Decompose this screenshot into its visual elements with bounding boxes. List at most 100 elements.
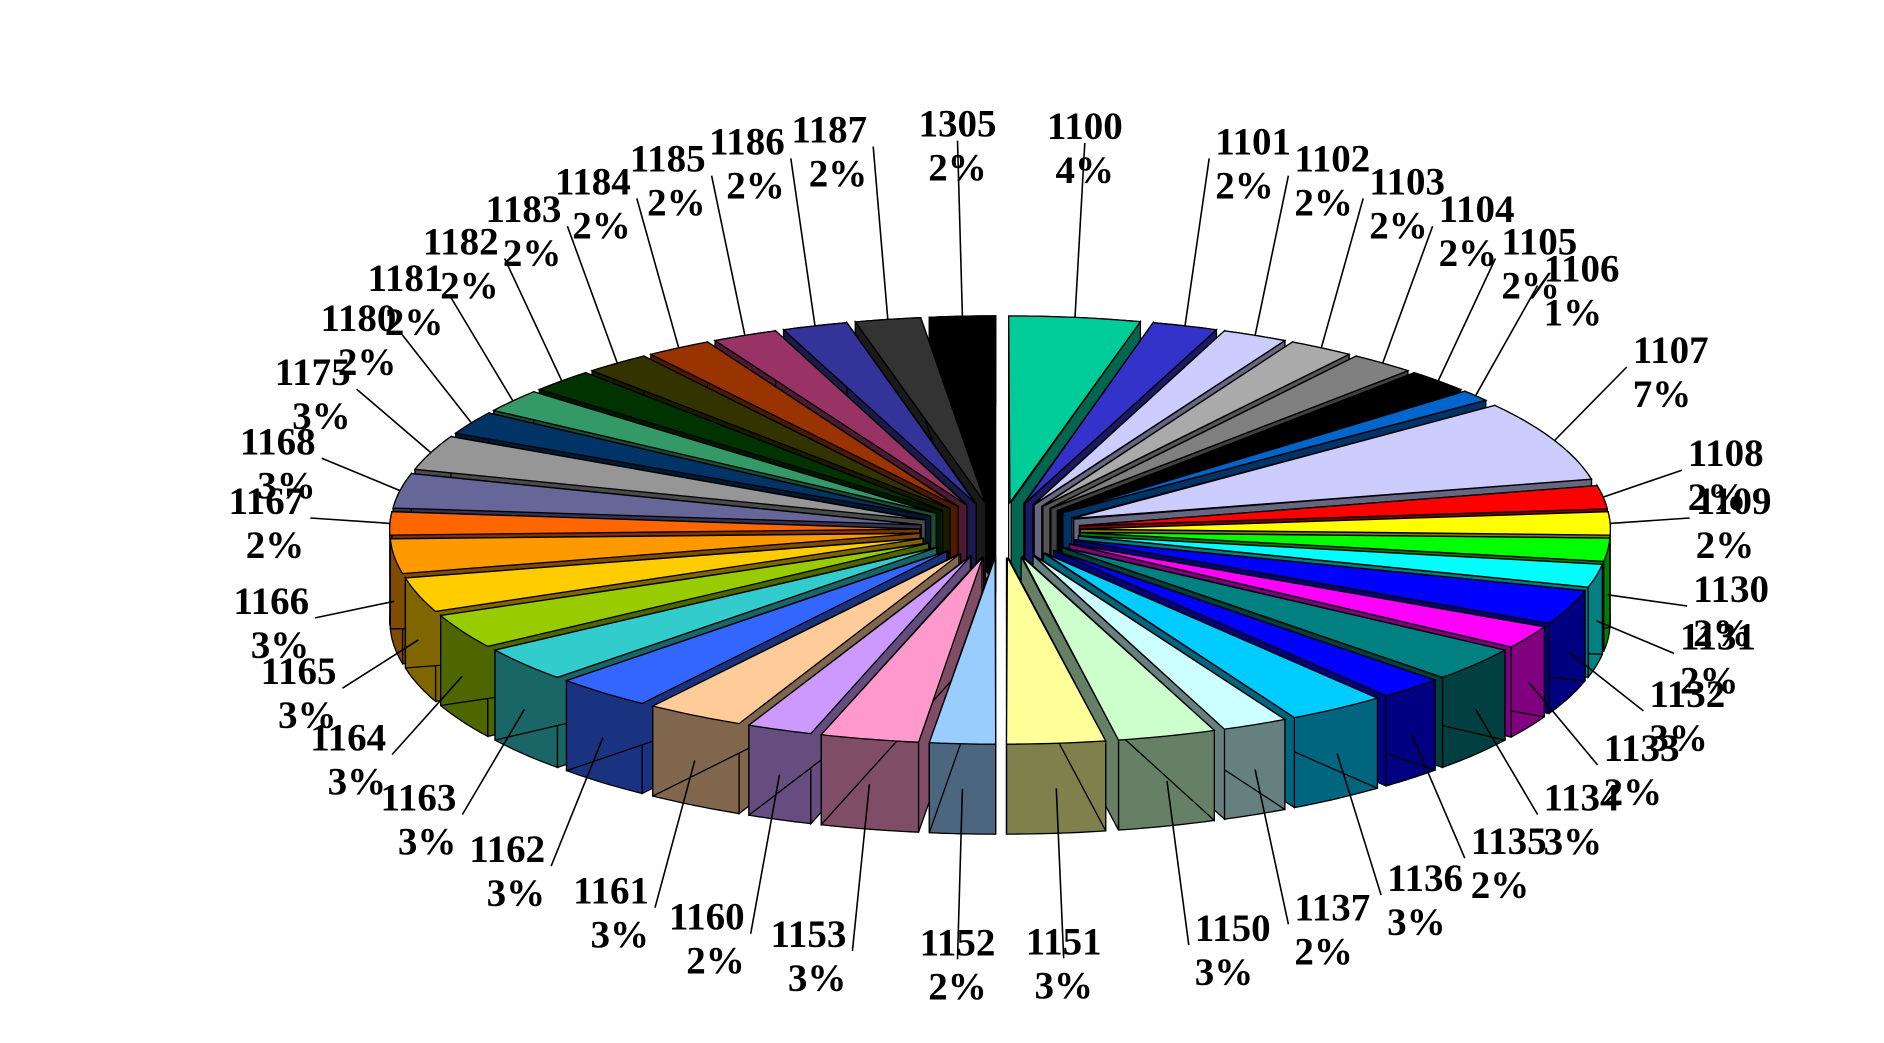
slice-label-1133: 1133 — [1604, 727, 1680, 770]
leader-1175 — [356, 388, 432, 454]
slice-pct-1167: 2% — [246, 524, 305, 567]
slice-label-1109: 1109 — [1696, 480, 1772, 523]
slice-1132 — [1074, 539, 1587, 625]
leader-1183 — [566, 225, 619, 364]
slice-label-1180: 1180 — [321, 297, 397, 340]
leader-1168 — [321, 457, 401, 492]
slice-label-1105: 1105 — [1501, 221, 1577, 264]
leader-1131 — [1595, 620, 1675, 655]
slice-pct-1182: 2% — [440, 265, 499, 308]
slice-label-1166: 1166 — [233, 580, 309, 623]
slice-pct-1104: 2% — [1439, 232, 1498, 275]
slice-1151 — [1005, 557, 1107, 745]
leader-1152 — [956, 788, 964, 960]
leader-1160 — [749, 774, 781, 934]
slice-pct-1165: 3% — [278, 694, 337, 737]
slice-1152 — [928, 557, 997, 745]
slice-pct-1135: 2% — [1471, 864, 1530, 907]
slice-label-1104: 1104 — [1439, 188, 1515, 231]
slice-label-1108: 1108 — [1688, 432, 1764, 475]
slice-pct-1130: 2% — [1693, 612, 1752, 655]
leader-1151 — [1055, 788, 1065, 959]
leader-1162 — [550, 737, 604, 867]
slice-label-1181: 1181 — [368, 257, 444, 300]
leader-1108 — [1602, 469, 1683, 498]
slice-1134 — [1062, 546, 1507, 679]
slice-pct-1151: 3% — [1034, 964, 1093, 1007]
slice-1150 — [1021, 556, 1216, 741]
slice-label-1102: 1102 — [1294, 138, 1370, 181]
slice-pct-1137: 2% — [1294, 930, 1353, 973]
slice-label-1167: 1167 — [228, 480, 304, 523]
leader-1182 — [503, 258, 563, 382]
slice-label-1150: 1150 — [1195, 907, 1271, 950]
leader-1305 — [956, 140, 964, 317]
leader-1133 — [1527, 681, 1599, 766]
leader-1136 — [1336, 753, 1382, 896]
leader-1150 — [1166, 780, 1190, 946]
slice-pct-1183: 2% — [503, 232, 562, 275]
slice-pct-1131: 2% — [1680, 659, 1739, 702]
slice-label-1137: 1137 — [1294, 886, 1370, 929]
leader-1135 — [1410, 732, 1466, 859]
leader-1181 — [448, 294, 514, 402]
slice-label-1132: 1132 — [1649, 673, 1725, 716]
slice-label-1152: 1152 — [920, 921, 996, 964]
leader-1184 — [636, 198, 680, 349]
slice-pct-1161: 3% — [591, 914, 650, 957]
slice-pct-1106: 1% — [1544, 292, 1603, 335]
leader-1166 — [315, 600, 395, 619]
leader-1130 — [1607, 594, 1688, 607]
slice-pct-1152: 2% — [928, 965, 987, 1008]
leader-1180 — [401, 334, 473, 424]
leader-1153 — [851, 784, 871, 952]
slice-label-1305: 1305 — [919, 103, 997, 146]
leader-1102 — [1254, 175, 1290, 336]
leader-1185 — [710, 175, 746, 336]
slice-1133 — [1069, 543, 1547, 648]
slice-label-1164: 1164 — [310, 717, 386, 760]
slice-1160 — [747, 555, 972, 735]
slice-label-1107: 1107 — [1633, 329, 1709, 372]
slice-pct-1164: 3% — [328, 761, 387, 804]
slice-1166 — [389, 532, 921, 575]
slice-label-1187: 1187 — [791, 109, 867, 152]
slice-pct-1160: 2% — [686, 940, 745, 983]
slice-pct-1162: 3% — [487, 872, 546, 915]
slice-label-1185: 1185 — [630, 138, 706, 181]
slice-pct-1108: 2% — [1688, 476, 1747, 519]
slice-pct-1153: 3% — [788, 957, 847, 1000]
leader-1101 — [1184, 158, 1210, 327]
slice-pct-1184: 2% — [572, 204, 631, 247]
slice-1161 — [650, 553, 961, 725]
slice-pct-1103: 2% — [1369, 204, 1428, 247]
slice-pct-1132: 3% — [1649, 717, 1708, 760]
slice-label-1182: 1182 — [423, 221, 499, 264]
slice-pct-1185: 2% — [647, 182, 706, 225]
slice-label-1162: 1162 — [469, 828, 545, 871]
slice-1137 — [1033, 554, 1287, 730]
slice-label-1161: 1161 — [573, 870, 649, 913]
leader-1132 — [1568, 651, 1644, 712]
slice-pct-1109: 2% — [1696, 524, 1755, 567]
slice-label-1136: 1136 — [1387, 857, 1463, 900]
leader-1104 — [1381, 225, 1434, 364]
slice-pct-1187: 2% — [809, 153, 868, 196]
leader-1186 — [790, 158, 816, 327]
slice-label-1151: 1151 — [1026, 920, 1102, 963]
slice-1163 — [493, 546, 938, 679]
slice-pct-1175: 3% — [292, 395, 351, 438]
slice-label-1175: 1175 — [275, 351, 351, 394]
slice-label-1165: 1165 — [261, 650, 337, 693]
slice-1162 — [564, 550, 948, 705]
slice-label-1100: 1100 — [1047, 105, 1123, 148]
slice-1135 — [1053, 549, 1438, 697]
slice-label-1186: 1186 — [709, 120, 785, 163]
leader-1103 — [1320, 198, 1364, 349]
slice-pct-1100: 4% — [1056, 149, 1115, 192]
slice-1136 — [1044, 552, 1380, 719]
slice-pct-1136: 3% — [1387, 901, 1446, 944]
slice-label-1134: 1134 — [1544, 777, 1620, 820]
